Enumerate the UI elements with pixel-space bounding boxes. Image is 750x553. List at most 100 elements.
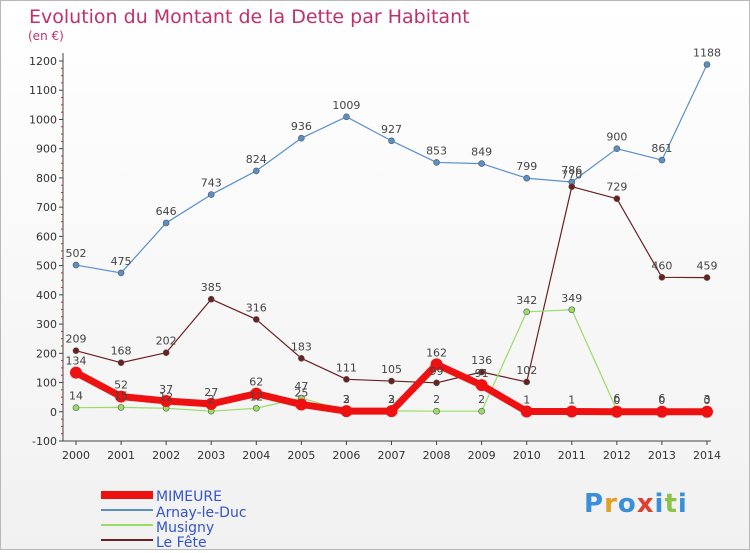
data-label-le-f-te: 459: [697, 260, 718, 273]
data-label-mimeure: 0: [613, 394, 620, 407]
data-label-le-f-te: 168: [111, 345, 132, 358]
data-label-le-f-te: 202: [156, 335, 177, 348]
data-label-arnay-le-duc: 502: [66, 247, 87, 260]
data-label-arnay-le-duc: 849: [471, 146, 492, 159]
data-point-le-f-te: [72, 347, 80, 354]
data-label-mimeure: 134: [66, 355, 87, 368]
y-tick-label: 0: [50, 406, 57, 419]
data-point-mimeure: [520, 405, 533, 418]
data-point-musigny: [433, 407, 440, 415]
data-point-mimeure: [160, 394, 173, 407]
x-tick-label: 2007: [378, 449, 406, 462]
data-label-le-f-te: 105: [381, 363, 402, 376]
data-point-arnay-le-duc: [252, 167, 260, 175]
data-label-le-f-te: 209: [66, 333, 87, 346]
data-label-le-f-te: 183: [291, 340, 312, 353]
data-point-mimeure: [115, 390, 128, 403]
data-label-arnay-le-duc: 743: [201, 177, 222, 190]
data-label-mimeure: 52: [114, 379, 128, 392]
y-tick-label: 600: [36, 230, 57, 243]
y-tick-label: 1000: [29, 113, 57, 126]
data-point-musigny: [252, 404, 260, 412]
data-label-mimeure: 62: [249, 376, 263, 389]
data-point-le-f-te: [207, 295, 215, 303]
data-point-le-f-te: [703, 274, 711, 281]
data-label-arnay-le-duc: 1009: [332, 99, 360, 112]
data-point-mimeure: [565, 405, 578, 418]
data-point-mimeure: [701, 405, 713, 418]
data-label-le-f-te: 770: [561, 169, 582, 182]
data-point-mimeure: [385, 405, 398, 418]
y-tick-label: 800: [36, 172, 57, 185]
data-point-arnay-le-duc: [613, 145, 621, 152]
data-label-mimeure: 1: [523, 393, 530, 406]
data-label-musigny: 2: [478, 393, 485, 406]
data-point-arnay-le-duc: [433, 159, 440, 166]
data-label-le-f-te: 385: [201, 281, 222, 294]
data-point-le-f-te: [433, 379, 440, 387]
data-point-le-f-te: [343, 376, 350, 383]
y-tick-label: 900: [36, 143, 57, 156]
data-point-arnay-le-duc: [117, 269, 125, 277]
logo-letter: i: [654, 489, 665, 519]
data-point-musigny: [72, 404, 80, 411]
data-label-arnay-le-duc: 475: [111, 255, 132, 268]
data-label-arnay-le-duc: 927: [381, 123, 402, 136]
data-point-le-f-te: [162, 349, 170, 357]
data-label-mimeure: 25: [294, 386, 308, 399]
data-label-musigny: 342: [516, 294, 537, 307]
data-label-arnay-le-duc: 900: [606, 131, 627, 144]
data-point-le-f-te: [252, 316, 260, 323]
data-point-musigny: [117, 404, 125, 411]
data-label-le-f-te: 102: [516, 364, 537, 377]
x-tick-label: 2011: [558, 449, 586, 462]
data-label-mimeure: 162: [426, 346, 447, 359]
x-tick-label: 2013: [648, 449, 676, 462]
legend-swatch-le-fete: [101, 539, 153, 541]
data-label-le-f-te: 111: [336, 361, 357, 374]
data-label-musigny: 3: [388, 393, 395, 406]
x-tick-label: 2005: [287, 449, 315, 462]
data-label-musigny: 47: [294, 380, 308, 393]
data-point-le-f-te: [613, 195, 621, 202]
data-label-mimeure: 27: [204, 386, 218, 399]
data-label-mimeure: 2: [343, 393, 350, 406]
data-point-mimeure: [475, 379, 488, 392]
chart-title: Evolution du Montant de la Dette par Hab…: [29, 6, 470, 28]
logo-letter: i: [677, 489, 688, 519]
x-tick-label: 2000: [62, 449, 90, 462]
data-label-arnay-le-duc: 853: [426, 144, 447, 157]
y-tick-label: 500: [36, 260, 57, 273]
data-label-musigny: 12: [159, 390, 173, 403]
logo-letter: x: [636, 489, 655, 519]
y-tick-label: 100: [36, 377, 57, 390]
x-tick-label: 2004: [242, 449, 270, 462]
x-tick-label: 2012: [603, 449, 631, 462]
data-label-le-f-te: 99: [430, 365, 444, 378]
data-label-musigny: 6: [613, 392, 620, 405]
data-point-arnay-le-duc: [388, 137, 395, 145]
data-label-arnay-le-duc: 786: [561, 164, 582, 177]
data-point-mimeure: [70, 366, 82, 379]
data-point-le-f-te: [523, 378, 531, 386]
x-tick-label: 2009: [468, 449, 496, 462]
data-label-mimeure: 0: [704, 394, 711, 407]
legend-label-le-fete: Le Fête: [156, 535, 207, 551]
data-label-arnay-le-duc: 1188: [693, 47, 721, 60]
y-tick-label: 300: [36, 318, 57, 331]
data-label-le-f-te: 729: [606, 181, 627, 194]
data-label-arnay-le-duc: 799: [516, 160, 537, 173]
data-point-mimeure: [250, 387, 263, 400]
legend-swatch-musigny: [101, 524, 153, 526]
data-label-musigny: 15: [114, 389, 128, 402]
data-label-le-f-te: 136: [471, 354, 492, 367]
data-label-musigny: 349: [561, 292, 582, 305]
logo-letter: r: [604, 489, 618, 519]
data-label-mimeure: 91: [475, 367, 489, 380]
x-tick-label: 2010: [513, 449, 541, 462]
logo-letter: o: [617, 489, 637, 519]
data-point-mimeure: [295, 398, 308, 411]
x-tick-label: 2008: [423, 449, 451, 462]
data-point-mimeure: [655, 405, 668, 418]
